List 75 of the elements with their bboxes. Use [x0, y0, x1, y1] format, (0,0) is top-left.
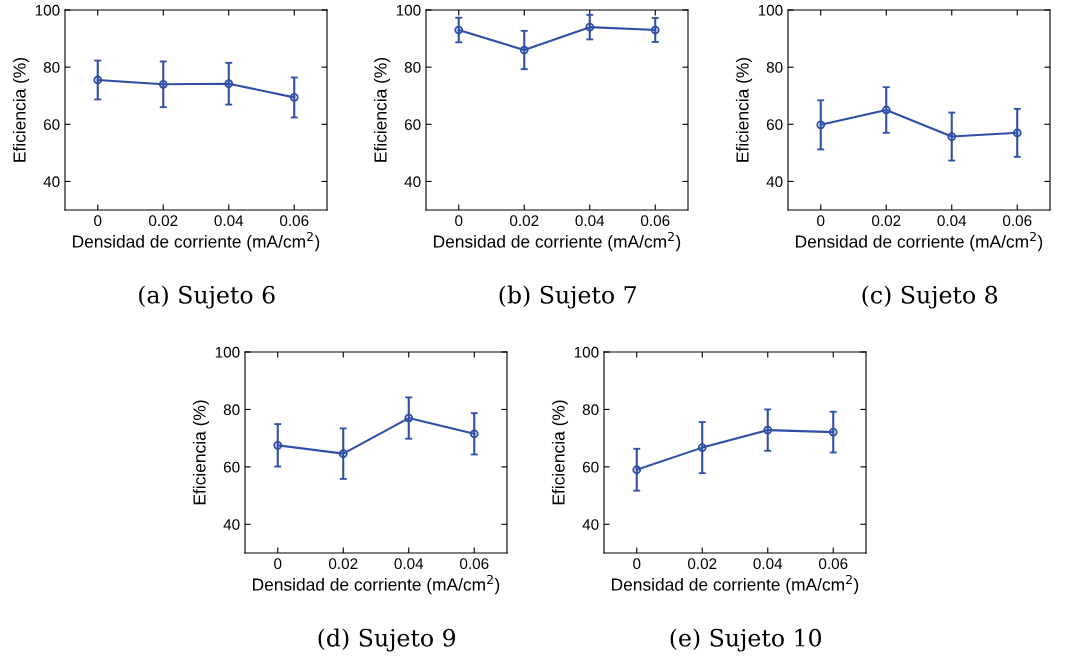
y-tick-label: 80 [43, 62, 60, 73]
point [650, 25, 660, 35]
x-tick-label: 0 [817, 215, 825, 227]
x-tick-label: 0.06 [279, 215, 309, 227]
y-tick-label: 100 [574, 346, 599, 358]
y-tick-label: 40 [582, 519, 599, 530]
x-tick-label: 0.02 [871, 215, 901, 227]
point [585, 22, 595, 32]
point [947, 132, 957, 141]
y-axis-title: Eficiencia (%) [12, 58, 30, 162]
point [469, 429, 479, 439]
y-tick-label: 60 [404, 119, 421, 130]
y-tick-label: 100 [396, 4, 421, 16]
x-axis-title: Densidad de corriente (mA/cm$^{2}$) [73, 231, 320, 252]
x-axis-title: Densidad de corriente (mA/cm$^{2}$) [796, 231, 1043, 252]
x-tick-label: 0.02 [687, 558, 717, 570]
x-tick-label: 0.06 [818, 558, 848, 570]
point [816, 120, 826, 130]
y-axis-title: Eficiencia (%) [373, 58, 391, 162]
y-tick-label: 40 [766, 176, 783, 188]
point [289, 93, 299, 102]
point [93, 75, 103, 85]
y-tick-label: 100 [215, 346, 240, 358]
text: (e) Sujeto 10 [670, 628, 822, 652]
x-tick-label: 0.04 [575, 215, 605, 227]
x-tick-label: 0.02 [148, 215, 178, 227]
y-axis-title: Eficiencia (%) [192, 400, 210, 505]
point [519, 45, 529, 55]
x-tick-label: 0.04 [937, 215, 967, 227]
text: (b) Sujeto 7 [499, 285, 636, 309]
text: (d) Sujeto 9 [318, 628, 456, 652]
y-axis-title: Eficiencia (%) [735, 58, 753, 162]
x-tick-label: 0 [274, 558, 282, 570]
y-tick-label: 80 [582, 404, 599, 416]
point [224, 79, 234, 89]
x-axis-title: Densidad de corriente (mA/cm$^{2}$) [253, 574, 500, 595]
x-tick-label: 0.02 [328, 558, 358, 570]
point [632, 465, 642, 475]
x-tick-label: 0.06 [640, 215, 670, 227]
x-tick-label: 0 [94, 215, 102, 227]
y-tick-label: 40 [404, 176, 421, 188]
point [158, 79, 168, 89]
x-axis-title: Densidad de corriente (mA/cm$^{2}$) [612, 574, 859, 595]
point [404, 413, 414, 423]
y-tick-label: 60 [582, 461, 599, 473]
point [454, 25, 464, 35]
point [763, 425, 773, 435]
x-tick-label: 0.04 [214, 215, 244, 227]
x-tick-label: 0.06 [459, 558, 489, 570]
y-tick-label: 60 [43, 119, 60, 130]
y-axis-title: Eficiencia (%) [551, 400, 569, 505]
point [1012, 128, 1022, 138]
point [881, 105, 891, 115]
y-tick-label: 40 [223, 519, 240, 530]
x-tick-label: 0.04 [753, 558, 783, 570]
point [828, 427, 838, 437]
y-tick-label: 80 [766, 62, 783, 73]
point [697, 443, 707, 452]
x-tick-label: 0 [633, 558, 641, 570]
x-tick-label: 0 [455, 215, 463, 227]
point [338, 449, 348, 459]
x-tick-label: 0.02 [509, 215, 539, 227]
y-tick-label: 80 [223, 404, 240, 416]
point [273, 440, 283, 450]
y-tick-label: 100 [35, 4, 60, 16]
y-tick-label: 60 [223, 461, 240, 473]
y-tick-label: 40 [43, 176, 60, 188]
x-tick-label: 0.04 [394, 558, 424, 570]
x-tick-label: 0.06 [1002, 215, 1032, 227]
y-tick-label: 60 [766, 119, 783, 130]
text: (c) Sujeto 8 [862, 285, 998, 309]
x-axis-title: Densidad de corriente (mA/cm$^{2}$) [434, 231, 681, 252]
y-tick-label: 100 [758, 4, 783, 16]
text: (a) Sujeto 6 [139, 285, 275, 309]
y-tick-label: 80 [404, 62, 421, 73]
